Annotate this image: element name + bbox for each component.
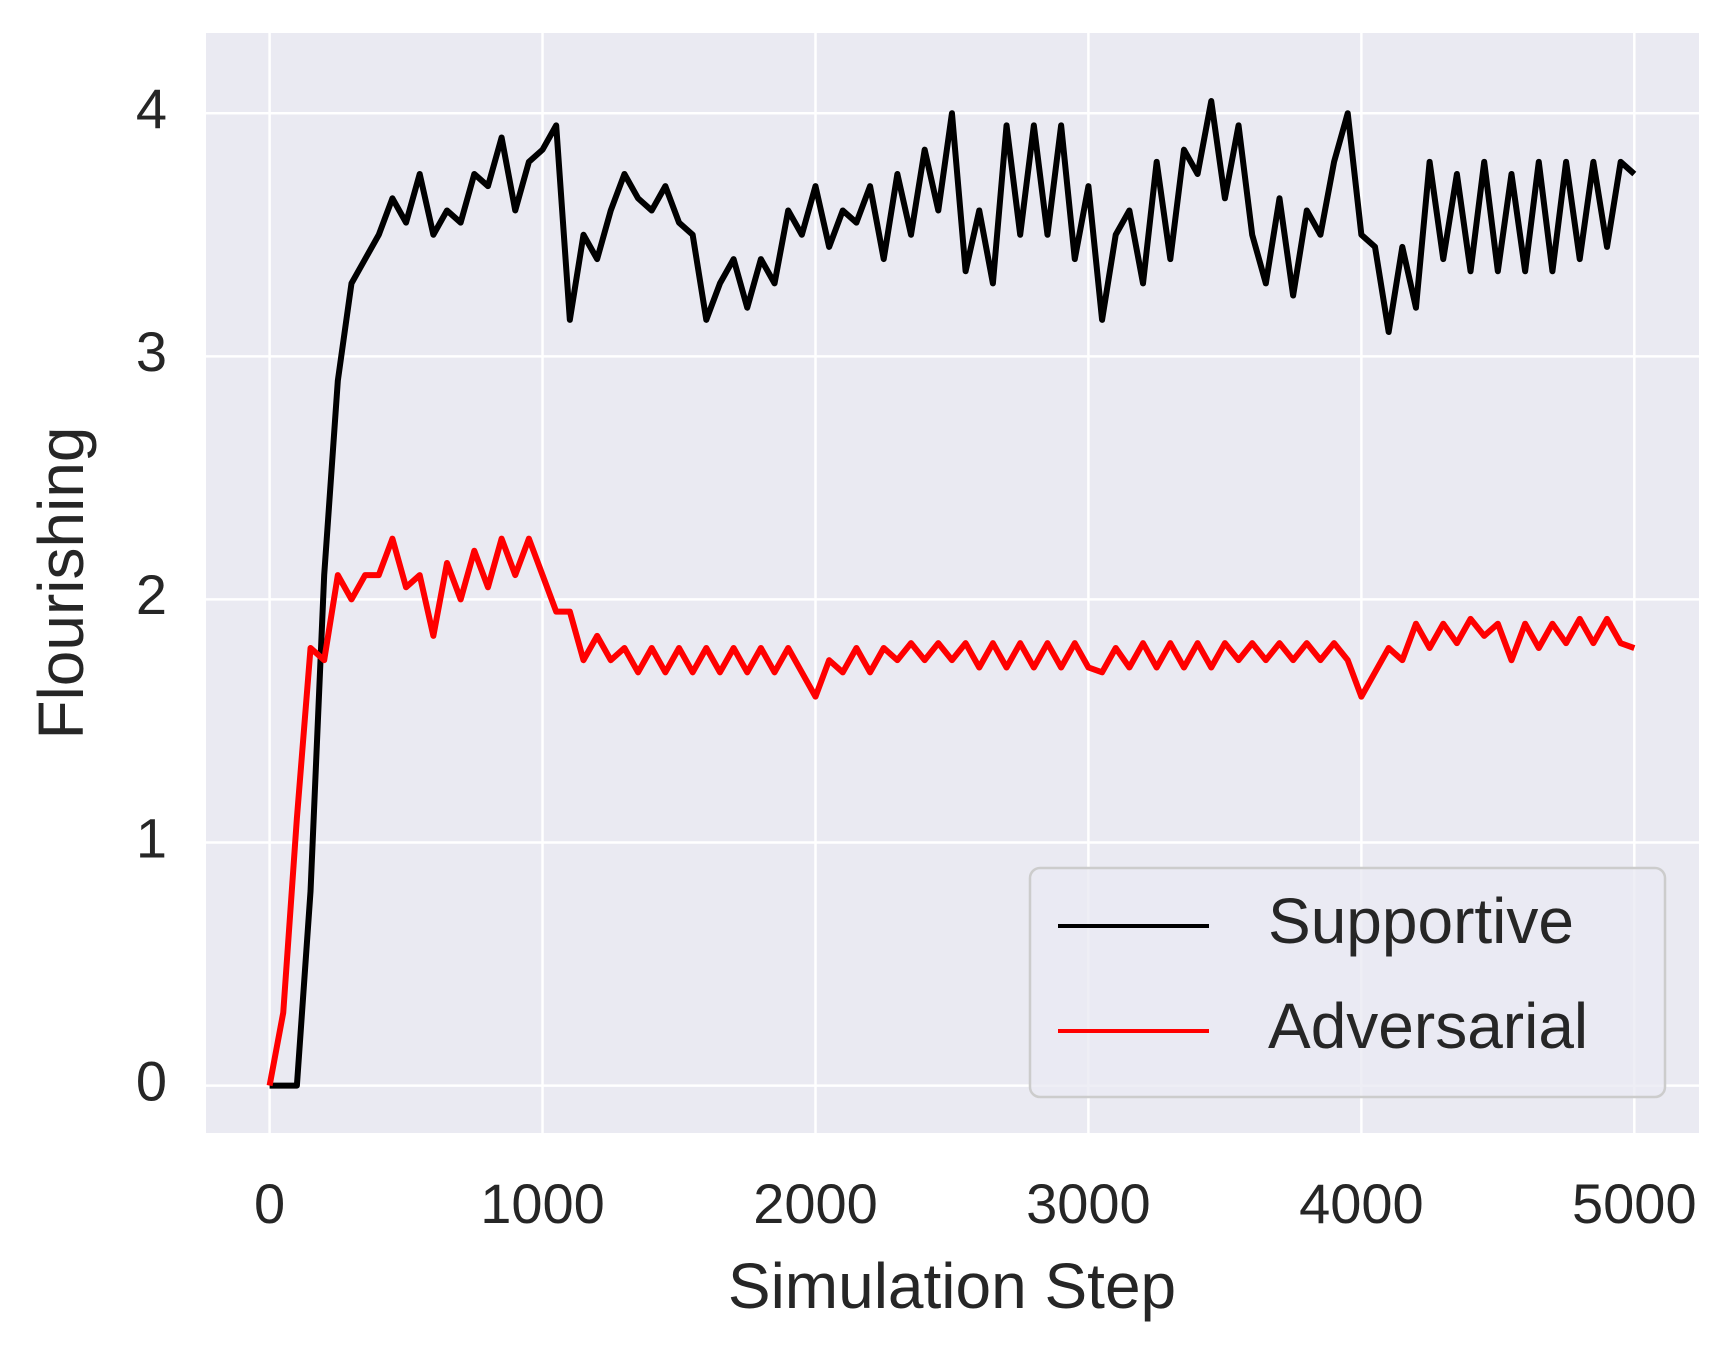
x-tick-label: 1000: [480, 1172, 605, 1235]
legend-label: Adversarial: [1268, 990, 1588, 1062]
legend-label: Supportive: [1268, 885, 1574, 957]
x-tick-label: 5000: [1572, 1172, 1697, 1235]
x-axis-label: Simulation Step: [728, 1250, 1176, 1322]
y-tick-label: 4: [136, 77, 167, 140]
y-tick-label: 3: [136, 320, 167, 383]
x-tick-label: 4000: [1299, 1172, 1424, 1235]
x-tick-label: 0: [254, 1172, 285, 1235]
y-tick-label: 0: [136, 1049, 167, 1112]
x-tick-label: 3000: [1026, 1172, 1151, 1235]
line-series: [269, 98, 1637, 1089]
y-tick-label: 2: [136, 563, 167, 626]
line-series: [266, 535, 1636, 1087]
y-tick-label: 1: [136, 806, 167, 869]
x-tick-label: 2000: [753, 1172, 878, 1235]
y-axis-label: Flourishing: [25, 426, 97, 739]
